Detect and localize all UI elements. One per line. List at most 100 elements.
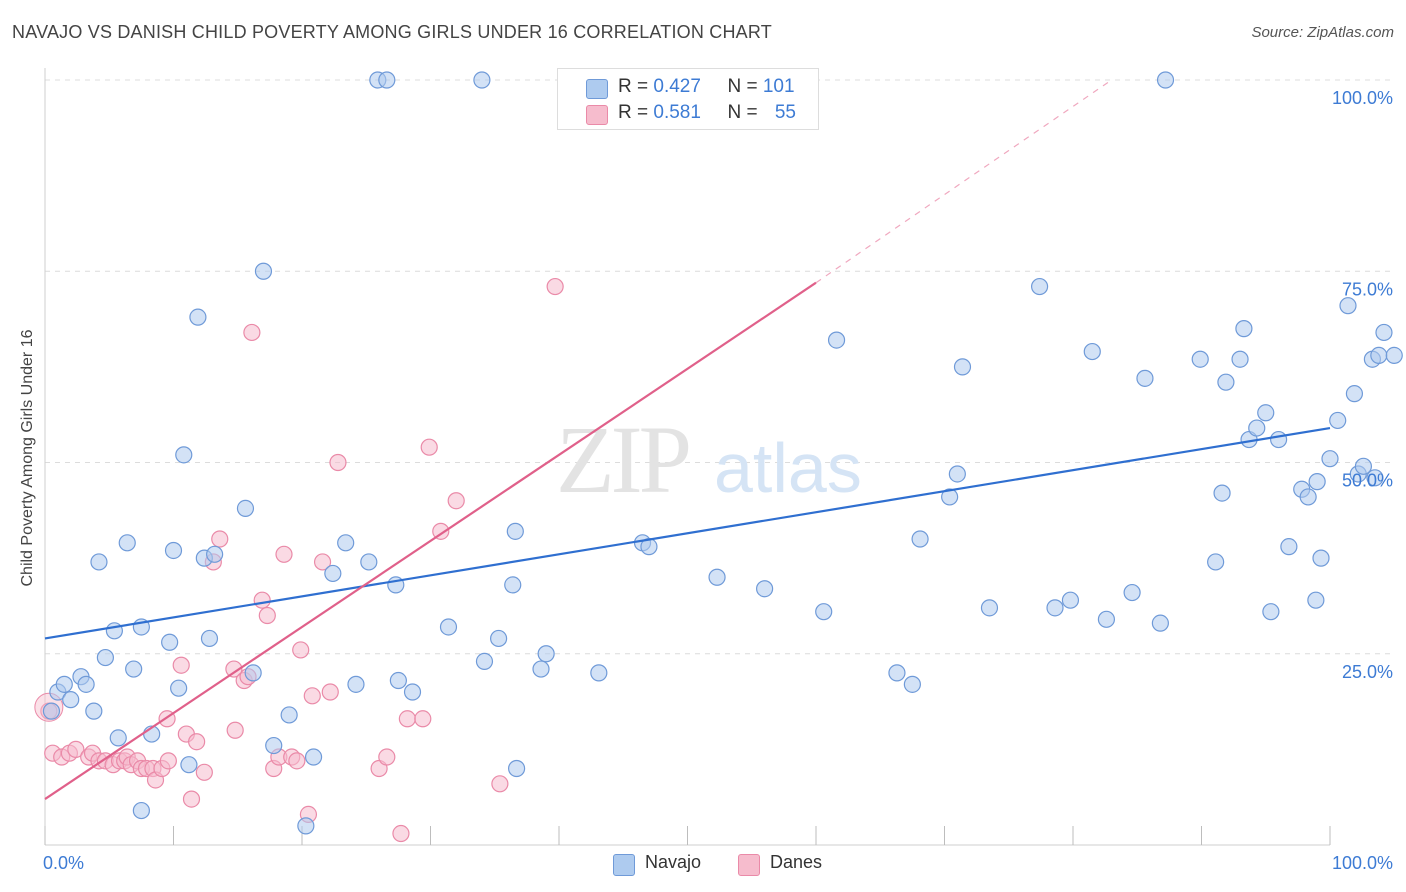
danes-point <box>321 683 339 701</box>
x-tick-label: 0.0% <box>43 853 84 873</box>
danes-swatch <box>586 105 608 125</box>
navajo-point <box>1061 591 1080 609</box>
danes-point <box>225 660 243 678</box>
navajo-point <box>504 576 522 594</box>
danes-point <box>172 656 190 674</box>
danes-point <box>253 591 271 609</box>
navajo-point <box>1213 484 1231 502</box>
navajo-point <box>1151 614 1169 632</box>
navajo-point <box>244 664 262 682</box>
navajo-n-value: 101 <box>762 76 795 97</box>
chart-title: NAVAJO VS DANISH CHILD POVERTY AMONG GIR… <box>12 22 772 42</box>
navajo-point <box>1217 373 1235 391</box>
navajo-point <box>161 633 179 651</box>
navajo-point <box>378 71 396 89</box>
navajo-point <box>337 534 355 552</box>
navajo-point <box>206 545 224 563</box>
navajo-point <box>1366 469 1384 487</box>
danes-point <box>546 277 564 296</box>
danes-point <box>329 453 347 472</box>
navajo-point <box>403 683 422 701</box>
danes-point <box>275 545 293 563</box>
navajo-point <box>1312 549 1330 567</box>
navajo-point <box>903 675 921 693</box>
navajo-point <box>1370 346 1388 364</box>
danes-points <box>34 277 564 843</box>
navajo-n-label: N = <box>727 76 763 97</box>
navajo-legend-swatch <box>613 854 635 876</box>
y-tick-label: 100.0% <box>1332 88 1393 108</box>
navajo-r-value: 0.427 <box>653 76 701 97</box>
navajo-point <box>236 499 255 517</box>
navajo-point <box>439 618 458 636</box>
navajo-point <box>1339 297 1357 315</box>
navajo-point <box>132 801 150 820</box>
navajo-point <box>1257 404 1275 422</box>
navajo-point <box>1269 430 1288 449</box>
navajo-point <box>532 660 550 678</box>
navajo-point <box>1248 419 1266 437</box>
grid-lines <box>45 79 1395 655</box>
navajo-point <box>815 603 833 621</box>
navajo-point <box>490 629 508 648</box>
source-label: Source: ZipAtlas.com <box>1251 24 1394 41</box>
danes-point <box>182 790 201 808</box>
navajo-legend-label: Navajo <box>645 852 702 872</box>
y-tick-label: 50.0% <box>1342 471 1393 491</box>
navajo-point <box>254 262 273 280</box>
tick-labels: 25.0% 50.0% 75.0% 100.0% 0.0% 100.0% <box>43 88 1393 873</box>
navajo-point <box>96 648 114 667</box>
navajo-point <box>1235 320 1253 338</box>
navajo-point <box>175 446 193 464</box>
danes-trend-line <box>44 281 817 801</box>
danes-point <box>258 606 276 625</box>
navajo-point <box>360 553 378 571</box>
danes-stats: R = 0.581 N = 55 <box>618 101 796 125</box>
danes-n-value: 55 <box>774 102 796 123</box>
navajo-point <box>1191 350 1209 368</box>
danes-r-value: 0.581 <box>653 102 701 123</box>
navajo-point <box>1030 277 1049 296</box>
navajo-point <box>507 759 526 778</box>
danes-legend-swatch <box>738 854 760 876</box>
navajo-point <box>1262 603 1280 621</box>
navajo-point <box>164 541 183 560</box>
navajo-point <box>888 664 906 682</box>
navajo-point <box>1308 473 1326 491</box>
navajo-point <box>941 488 959 506</box>
danes-point <box>292 641 310 659</box>
navajo-point <box>1207 553 1225 571</box>
navajo-point <box>1354 457 1373 475</box>
navajo-point <box>90 553 108 571</box>
danes-point <box>195 763 213 781</box>
watermark: ZIP atlas <box>556 406 862 513</box>
navajo-point <box>304 748 323 766</box>
navajo-point <box>42 702 61 720</box>
navajo-point <box>1375 323 1393 342</box>
navajo-point <box>1321 450 1339 468</box>
danes-legend-label: Danes <box>770 852 823 872</box>
danes-point <box>313 553 332 571</box>
navajo-point <box>189 308 207 326</box>
navajo-point <box>1156 71 1175 89</box>
navajo-point <box>475 652 494 671</box>
navajo-point <box>755 580 774 598</box>
axes <box>44 68 1331 846</box>
y-tick-label: 75.0% <box>1342 279 1393 299</box>
trend-lines <box>44 79 1331 801</box>
navajo-point <box>911 530 929 548</box>
navajo-swatch <box>586 79 608 99</box>
danes-r-label: R = <box>618 102 654 123</box>
navajo-point <box>324 564 342 583</box>
navajo-point <box>85 702 103 720</box>
danes-point <box>211 530 229 548</box>
navajo-point <box>948 465 966 483</box>
y-tick-label: 25.0% <box>1342 662 1393 682</box>
watermark-atlas: atlas <box>714 429 862 507</box>
danes-n-label: N = <box>727 102 763 123</box>
danes-point <box>414 710 432 728</box>
danes-point <box>303 687 321 705</box>
navajo-point <box>1136 369 1154 387</box>
navajo-point <box>1123 583 1141 602</box>
navajo-point <box>1083 342 1101 361</box>
